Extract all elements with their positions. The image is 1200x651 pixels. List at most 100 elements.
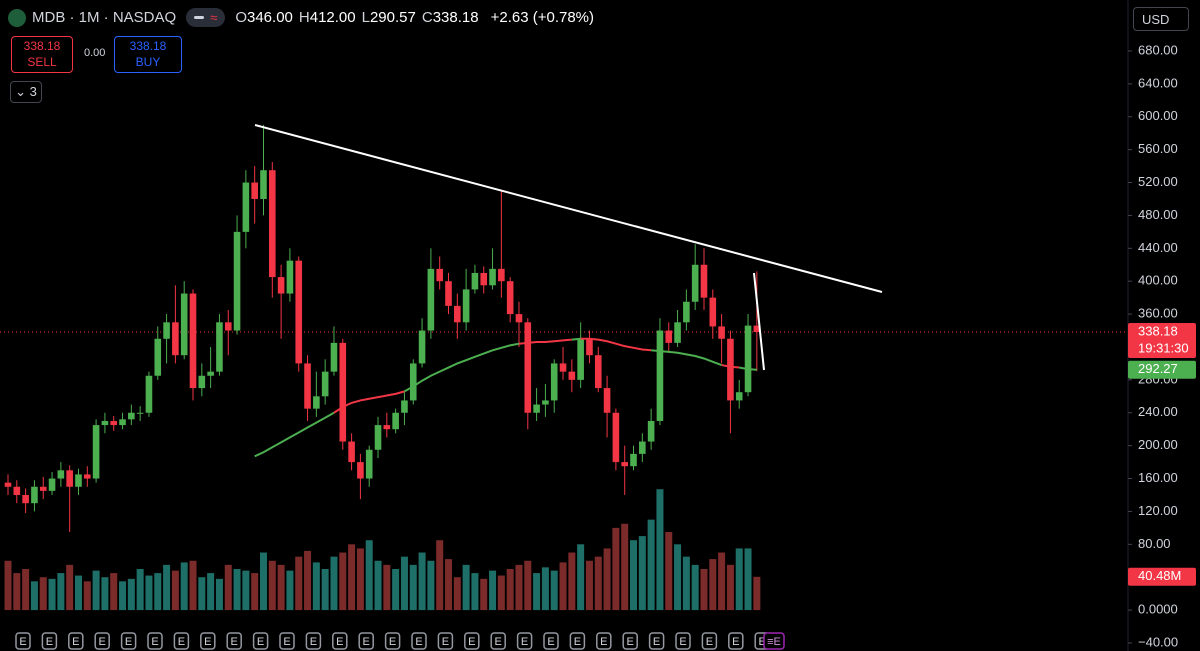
volume-bar xyxy=(674,544,682,611)
earnings-icon: E xyxy=(415,636,422,648)
volume-bar xyxy=(392,568,400,611)
candle-body xyxy=(665,330,673,343)
candle-body xyxy=(462,289,470,323)
volume-bar xyxy=(268,560,276,611)
currency-button[interactable]: USD xyxy=(1133,7,1189,31)
volume-bar xyxy=(665,531,673,611)
volume-bar xyxy=(180,562,188,611)
candle-body xyxy=(286,260,294,294)
volume-bar xyxy=(726,564,734,611)
ohlc-key: L xyxy=(361,9,370,26)
ohlc-value: 346.00 xyxy=(247,9,293,26)
volume-bar xyxy=(92,570,100,611)
price-tag-label: 40.48M xyxy=(1138,568,1181,583)
buy-button[interactable]: 338.18 BUY xyxy=(114,36,182,73)
earnings-marker xyxy=(437,632,454,650)
candle-body xyxy=(66,470,73,487)
earnings-marker xyxy=(120,632,137,650)
candle-body xyxy=(22,494,29,504)
candle-body xyxy=(533,404,540,413)
earnings-marker xyxy=(200,632,216,650)
candle-body xyxy=(242,182,250,232)
ohlc-value: 290.57 xyxy=(369,9,416,26)
earnings-icon: E xyxy=(336,636,343,648)
earnings-icon: E xyxy=(257,636,264,648)
volume-bar xyxy=(198,577,206,611)
sell-button[interactable]: 338.18 SELL xyxy=(11,36,73,73)
candle-body xyxy=(224,322,232,331)
sell-label: SELL xyxy=(27,55,57,69)
volume-bar xyxy=(295,556,303,611)
moving-average xyxy=(518,338,572,345)
y-tick-label: 680.00 xyxy=(1138,42,1178,57)
volume-bar xyxy=(224,564,232,611)
volume-bar xyxy=(753,576,761,611)
volume-bar xyxy=(365,540,373,611)
volume-bar xyxy=(101,577,109,611)
trend-line[interactable] xyxy=(753,272,765,371)
earnings-marker xyxy=(763,632,785,650)
trend-line[interactable] xyxy=(254,124,883,293)
candle-body xyxy=(727,338,734,401)
earnings-marker xyxy=(226,632,242,650)
legend-header: MDB · 1M · NASDAQ ≈ O346.00 H412.00 L290.5… xyxy=(8,8,600,27)
volume-bar xyxy=(691,564,699,611)
volume-bar xyxy=(489,570,497,611)
volume-bar xyxy=(259,552,267,611)
candle-body xyxy=(683,301,690,323)
y-tick-label: 640.00 xyxy=(1138,75,1178,90)
candle-body xyxy=(92,425,100,479)
indicator-toggle[interactable]: ⌄ 3 xyxy=(10,81,42,103)
market-status[interactable]: ≈ xyxy=(186,8,226,27)
candle-body xyxy=(357,462,364,479)
volume-bar xyxy=(594,556,602,611)
volume-bar xyxy=(577,544,585,611)
symbol[interactable]: MDB · 1M · NASDAQ xyxy=(32,9,177,26)
earnings-marker xyxy=(622,632,638,650)
earnings-icon: E xyxy=(706,636,713,648)
candle-body xyxy=(647,420,655,442)
candle-body xyxy=(436,268,443,282)
earnings-icon: E xyxy=(99,636,106,648)
candle-body xyxy=(753,325,761,333)
candle-body xyxy=(621,462,628,467)
volume-bar xyxy=(647,519,655,611)
candle-body xyxy=(418,330,426,364)
candle-body xyxy=(700,264,708,298)
candle-body xyxy=(101,420,109,426)
moving-average xyxy=(651,349,722,367)
change: +2.63 (+0.78%) xyxy=(490,9,594,26)
earnings-icon: E xyxy=(759,636,766,648)
volume-bar xyxy=(74,575,82,611)
earnings-icon: E xyxy=(231,636,238,648)
volume-bar xyxy=(48,578,56,611)
volume-bar xyxy=(550,570,558,611)
volume-bar xyxy=(233,568,241,611)
price-tag-label: 292.27 xyxy=(1138,361,1178,376)
candle-body xyxy=(568,371,576,380)
volume-bar xyxy=(136,568,144,611)
candle-body xyxy=(233,231,241,331)
candle-body xyxy=(498,268,505,282)
volume-bar xyxy=(541,567,549,611)
volume-bar xyxy=(418,552,426,611)
candle-body xyxy=(445,281,452,306)
candle-body xyxy=(515,314,523,323)
earnings-icon: E xyxy=(178,636,185,648)
candle-body xyxy=(674,322,681,343)
candle-body xyxy=(75,474,82,487)
ohlc: O346.00 H412.00 L290.57 C338.18 xyxy=(235,9,484,26)
earnings-marker xyxy=(68,632,84,650)
moving-average xyxy=(333,390,405,414)
y-tick-label: 520.00 xyxy=(1138,174,1178,189)
plot-area: 680.00 640.00 600.00 560.00 520.00 480.00 440.… xyxy=(0,42,1178,650)
spread: 0.00 xyxy=(84,47,106,59)
earnings-icon: E xyxy=(468,636,475,648)
earnings-marker xyxy=(516,632,533,650)
earnings-marker xyxy=(675,632,691,650)
volume-bar xyxy=(533,573,541,611)
volume-bar xyxy=(524,560,532,611)
candle-body xyxy=(321,371,329,397)
candle-body xyxy=(735,392,743,401)
y-tick-label: 160.00 xyxy=(1138,470,1178,485)
